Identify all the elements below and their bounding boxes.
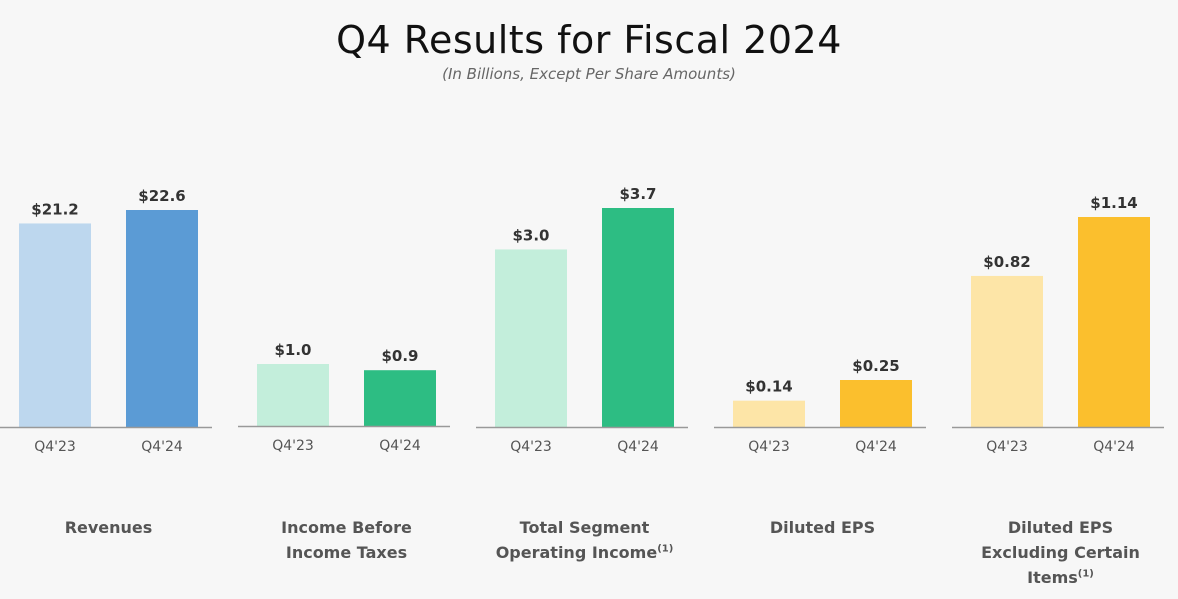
bar-0-0 bbox=[19, 223, 91, 427]
data-label-0-0: $21.2 bbox=[31, 200, 78, 218]
metric-name-1: Income Before Income Taxes bbox=[247, 515, 446, 565]
data-label-2-0: $3.0 bbox=[512, 226, 549, 244]
data-label-3-0: $0.14 bbox=[745, 378, 792, 396]
metric-name-4: Diluted EPS Excluding Certain Items(1) bbox=[961, 515, 1160, 590]
category-label-3-0: Q4'23 bbox=[748, 439, 790, 455]
data-label-1-0: $1.0 bbox=[274, 341, 311, 359]
bar-4-0 bbox=[971, 275, 1043, 427]
metric-name-2: Total Segment Operating Income(1) bbox=[485, 515, 684, 565]
category-label-1-0: Q4'23 bbox=[272, 438, 314, 454]
metric-name-line-0-0: Revenues bbox=[64, 518, 153, 537]
bar-3-1 bbox=[840, 380, 912, 427]
category-label-2-1: Q4'24 bbox=[617, 439, 659, 455]
bar-1-0 bbox=[257, 364, 329, 426]
metric-name-3: Diluted EPS bbox=[723, 515, 922, 540]
category-label-0-1: Q4'24 bbox=[141, 439, 183, 455]
category-label-4-0: Q4'23 bbox=[986, 439, 1028, 455]
data-label-1-1: $0.9 bbox=[381, 347, 418, 365]
bar-2-1 bbox=[602, 208, 674, 427]
bar-1-1 bbox=[364, 370, 436, 426]
metric-name-line-4-0: Diluted EPS bbox=[1007, 518, 1114, 537]
footnote-marker-4: (1) bbox=[1077, 568, 1094, 580]
category-label-1-1: Q4'24 bbox=[379, 438, 421, 454]
chart-panel-1: $1.0 Q4'23 $0.9 Q4'24 bbox=[238, 341, 450, 454]
category-label-4-1: Q4'24 bbox=[1093, 439, 1135, 455]
data-label-3-1: $0.25 bbox=[852, 357, 899, 375]
bar-4-1 bbox=[1078, 217, 1150, 427]
metric-name-line-1-0: Income Before bbox=[281, 518, 412, 537]
data-label-2-1: $3.7 bbox=[619, 185, 656, 203]
category-label-2-0: Q4'23 bbox=[510, 439, 552, 455]
page-title: Q4 Results for Fiscal 2024 bbox=[336, 18, 842, 62]
metric-name-line-3-0: Diluted EPS bbox=[769, 518, 876, 537]
metric-name-0: Revenues bbox=[9, 515, 208, 540]
metric-name-line-1-1: Income Taxes bbox=[285, 543, 408, 562]
metric-name-line-2-0: Total Segment bbox=[519, 518, 650, 537]
chart-panel-4: $0.82 Q4'23 $1.14 Q4'24 bbox=[952, 194, 1164, 455]
category-label-3-1: Q4'24 bbox=[855, 439, 897, 455]
data-label-0-1: $22.6 bbox=[138, 187, 185, 205]
page-subtitle: (In Billions, Except Per Share Amounts) bbox=[442, 65, 736, 83]
footnote-marker-2: (1) bbox=[657, 543, 674, 555]
bar-3-0 bbox=[733, 400, 805, 427]
metric-name-line-4-1: Excluding Certain Items bbox=[981, 543, 1140, 587]
data-label-4-0: $0.82 bbox=[983, 253, 1030, 271]
bar-0-1 bbox=[126, 210, 198, 427]
chart-panel-0: $21.2 Q4'23 $22.6 Q4'24 bbox=[0, 187, 212, 455]
chart-panel-3: $0.14 Q4'23 $0.25 Q4'24 bbox=[714, 357, 926, 455]
category-label-0-0: Q4'23 bbox=[34, 439, 76, 455]
metric-name-line-2-1: Operating Income bbox=[495, 543, 658, 562]
chart-panel-2: $3.0 Q4'23 $3.7 Q4'24 bbox=[476, 185, 688, 455]
bar-2-0 bbox=[495, 249, 567, 427]
data-label-4-1: $1.14 bbox=[1090, 194, 1137, 212]
